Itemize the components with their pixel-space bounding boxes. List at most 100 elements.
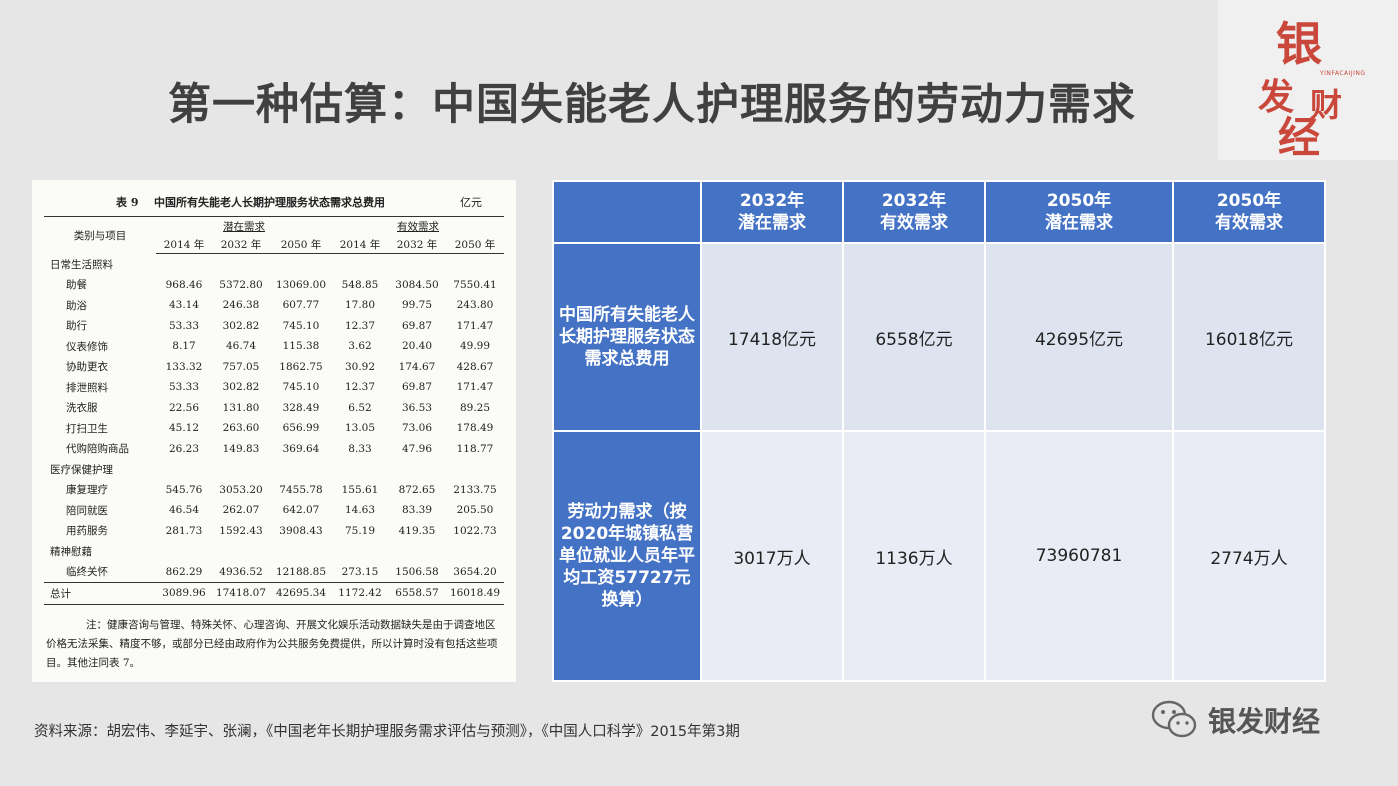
scan-table-caption: 表 9 中国所有失能老人长期护理服务状态需求总费用 亿元 [32, 194, 516, 210]
scan-header-year: 2014 年 [332, 235, 388, 254]
scan-cell: 3084.50 [395, 278, 439, 291]
wechat-watermark: 银发财经 [1150, 698, 1320, 742]
scan-section-label: 日常生活照料 [50, 258, 113, 271]
scan-cell: 1172.42 [332, 582, 388, 605]
logo-char-1: 银 [1276, 17, 1322, 71]
scan-cell: 1022.73 [453, 524, 497, 537]
scan-cell: 45.12 [168, 422, 200, 435]
scan-cell: 155.61 [341, 483, 379, 496]
scan-cell: 7550.41 [453, 278, 497, 291]
scan-table-row: 打扫卫生 45.12 263.60 656.99 13.05 73.06 178.49 [44, 418, 504, 439]
scan-cell: 745.10 [282, 381, 320, 394]
scan-cell: 968.46 [165, 278, 203, 291]
scan-row-label: 助餐 [66, 279, 87, 292]
scan-row-label: 助浴 [66, 299, 87, 312]
scan-cell: 53.33 [168, 381, 200, 394]
scan-cell: 205.50 [456, 504, 494, 517]
scan-cell: 30.92 [344, 360, 376, 373]
scan-cell: 263.60 [222, 422, 260, 435]
scan-table-row: 协助更衣 133.32 757.05 1862.75 30.92 174.67 428.67 [44, 357, 504, 378]
scan-row-label: 仪表修饰 [66, 340, 108, 353]
scan-cell: 42695.34 [270, 582, 332, 605]
scan-cell: 36.53 [401, 401, 433, 414]
scan-cell: 16018.49 [446, 582, 504, 605]
scan-cell: 69.87 [401, 381, 433, 394]
scan-row-label: 排泄照料 [66, 381, 108, 394]
scan-cell: 302.82 [222, 319, 260, 332]
scan-cell: 246.38 [222, 299, 260, 312]
summary-cell: 3017万人 [702, 432, 842, 680]
scan-cell: 171.47 [456, 319, 494, 332]
scan-cell: 1862.75 [279, 360, 323, 373]
scan-cell: 75.19 [344, 524, 376, 537]
scan-table-number: 表 9 [116, 196, 139, 209]
logo-char-3: 财 [1310, 86, 1343, 124]
scan-cell: 12188.85 [275, 565, 327, 578]
scan-cell: 3089.96 [156, 582, 212, 605]
scan-cell: 178.49 [456, 422, 494, 435]
scan-section-label: 医疗保健护理 [50, 463, 113, 476]
scan-cell: 6558.57 [388, 582, 446, 605]
scan-cell: 281.73 [165, 524, 203, 537]
scan-cell: 17418.07 [212, 582, 270, 605]
scan-cell: 171.47 [456, 381, 494, 394]
logo-subtext: YINFACAIJING [1320, 70, 1366, 77]
scan-cell: 174.67 [398, 360, 436, 373]
scan-table-unit: 亿元 [460, 196, 482, 209]
scan-row-label: 协助更衣 [66, 361, 108, 374]
scan-table-row: 洗衣服 22.56 131.80 328.49 6.52 36.53 89.25 [44, 398, 504, 419]
summary-cell: 1136万人 [844, 432, 984, 680]
scan-cell: 20.40 [401, 340, 433, 353]
scan-cell: 419.35 [398, 524, 436, 537]
scan-table-row: 仪表修饰 8.17 46.74 115.38 3.62 20.40 49.99 [44, 336, 504, 357]
scan-header-year: 2032 年 [212, 235, 270, 254]
scan-cell: 8.17 [172, 340, 196, 353]
watermark-text: 银发财经 [1208, 705, 1321, 738]
scan-cell: 302.82 [222, 381, 260, 394]
scan-table-row: 助餐 968.46 5372.80 13069.00 548.85 3084.50 7550… [44, 275, 504, 296]
scan-cell: 545.76 [165, 483, 203, 496]
scan-cell: 83.39 [401, 504, 433, 517]
scan-cell: 328.49 [282, 401, 320, 414]
scan-table-row: 临终关怀 862.29 4936.52 12188.85 273.15 1506.58 36… [44, 562, 504, 583]
scan-table-row: 助浴 43.14 246.38 607.77 17.80 99.75 243.80 [44, 295, 504, 316]
summary-corner-cell [554, 182, 700, 242]
scan-table-row: 陪同就医 46.54 262.07 642.07 14.63 83.39 205.50 [44, 500, 504, 521]
summary-cell: 73960781 [986, 432, 1172, 680]
summary-cell: 16018亿元 [1174, 244, 1324, 430]
scan-cell: 3.62 [348, 340, 372, 353]
scan-cell: 26.23 [168, 442, 200, 455]
scan-cell: 745.10 [282, 319, 320, 332]
scan-cell: 53.33 [168, 319, 200, 332]
summary-cell: 17418亿元 [702, 244, 842, 430]
source-citation: 资料来源：胡宏伟、李延宇、张澜，《中国老年长期护理服务需求评估与预测》，《中国人… [34, 724, 740, 740]
scan-cell: 243.80 [456, 299, 494, 312]
scan-header-year: 2050 年 [446, 235, 504, 254]
scan-table-row: 总计 3089.96 17418.07 42695.34 1172.42 6558.57 1… [44, 582, 504, 605]
scan-cell: 1506.58 [395, 565, 439, 578]
scan-cell: 131.80 [222, 401, 260, 414]
summary-cell: 42695亿元 [986, 244, 1172, 430]
wechat-icon [1151, 700, 1197, 738]
scan-header-category: 类别与项目 [44, 216, 156, 254]
scan-cell: 149.83 [222, 442, 260, 455]
scan-cell: 656.99 [282, 422, 320, 435]
slide-title: 第一种估算：中国失能老人护理服务的劳动力需求 [168, 80, 1136, 130]
scan-section-label: 精神慰藉 [50, 545, 92, 558]
summary-col-header: 2032年 有效需求 [844, 182, 984, 242]
scan-cell: 262.07 [222, 504, 260, 517]
brand-logo: 银 发 财 经 [1218, 0, 1398, 162]
scan-cell: 22.56 [168, 401, 200, 414]
scan-cell: 12.37 [344, 319, 376, 332]
logo-char-4: 经 [1278, 113, 1321, 162]
scan-cell: 13.05 [344, 422, 376, 435]
scan-row-label: 康复理疗 [66, 484, 108, 497]
scan-cell: 6.52 [348, 401, 372, 414]
scan-cell: 49.99 [459, 340, 491, 353]
scan-table-row: 康复理疗 545.76 3053.20 7455.78 155.61 872.65 2133… [44, 480, 504, 501]
scan-cell: 13069.00 [275, 278, 327, 291]
scan-section-row: 精神慰藉 [44, 541, 504, 562]
scan-cell: 862.29 [165, 565, 203, 578]
scan-cell: 73.06 [401, 422, 433, 435]
scan-table-row: 排泄照料 53.33 302.82 745.10 12.37 69.87 171.47 [44, 377, 504, 398]
